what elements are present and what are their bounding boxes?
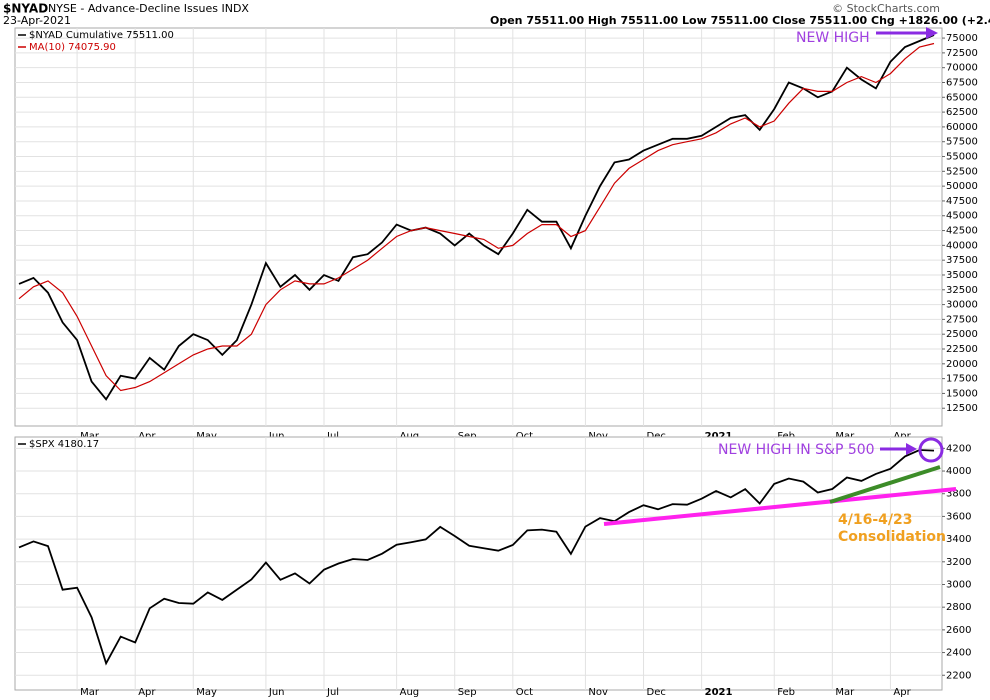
y-tick-label: 2200 [946,670,971,681]
y-tick-label: 47500 [946,196,978,207]
x-tick-label: Apr [138,687,156,698]
legend-label: MA(10) 74075.90 [29,42,116,53]
y-tick-label: 72500 [946,48,978,59]
y-tick-label: 75000 [946,33,978,44]
plot-area [14,436,943,691]
annotation: 4/16-4/23 [838,512,912,528]
arrow-head [926,27,938,39]
annotations: NEW HIGH NEW HIGH IN S&P 500 4/16-4/23 C… [603,27,957,545]
x-tick-label: Sep [458,687,477,698]
annotation: NEW HIGH [796,30,870,46]
x-tick-label: Jul [326,687,339,698]
x-tick-label: Oct [516,687,533,698]
y-tick-label: 27500 [946,314,978,325]
y-tick-label: 20000 [946,359,978,370]
x-tick-label: 2021 [705,687,733,698]
y-tick-label: 2400 [946,648,971,659]
x-tick-label: Mar [80,687,100,698]
y-tick-label: 67500 [946,77,978,88]
subtitle: NYSE - Advance-Decline Issues INDX [48,2,249,15]
y-tick-label: 45000 [946,211,978,222]
y-tick-label: 2600 [946,625,971,636]
y-tick-label: 15000 [946,388,978,399]
y-tick-label: 60000 [946,122,978,133]
y-tick-label: 35000 [946,270,978,281]
legend-label: $NYAD Cumulative 75511.00 [29,30,174,41]
x-tick-label: Aug [400,687,420,698]
x-tick-label: Mar [835,687,855,698]
y-tick-label: 37500 [946,255,978,266]
annotation: Consolidation [838,529,946,545]
x-tick-label: May [196,687,217,698]
y-tick-label: 70000 [946,63,978,74]
legend-label: $SPX 4180.17 [29,439,99,450]
y-tick-label: 3200 [946,557,971,568]
y-tick-label: 3800 [946,489,971,500]
y-tick-label: 22500 [946,344,978,355]
y-tick-label: 25000 [946,329,978,340]
y-tick-label: 32500 [946,285,978,296]
quote: Open 75511.00 High 75511.00 Low 75511.00… [490,14,990,27]
y-tick-label: 62500 [946,107,978,118]
y-tick-label: 42500 [946,226,978,237]
y-tick-label: 17500 [946,374,978,385]
y-tick-label: 52500 [946,166,978,177]
plots: 12500 15000 17500 20000 22500 25000 27500 30000… [14,27,978,698]
trend-line [829,465,941,504]
x-tick-label: Feb [777,687,795,698]
annotation: NEW HIGH IN S&P 500 [718,442,875,458]
y-tick-label: 3000 [946,579,971,590]
y-tick-label: 3600 [946,511,971,522]
highlight-circle [918,437,944,463]
symbol: $NYAD [3,2,48,16]
y-tick-label: 65000 [946,92,978,103]
y-tick-label: 50000 [946,181,978,192]
source: © StockCharts.com [832,2,940,15]
y-tick-label: 4200 [946,443,971,454]
x-tick-label: Dec [647,687,666,698]
y-tick-label: 40000 [946,240,978,251]
y-tick-label: 2800 [946,602,971,613]
arrow-head [906,443,917,455]
date: 23-Apr-2021 [3,14,71,27]
y-tick-label: 57500 [946,137,978,148]
y-tick-label: 55000 [946,152,978,163]
y-tick-label: 30000 [946,300,978,311]
trend-line [603,487,957,526]
series-line [18,449,935,666]
y-tick-label: 3400 [946,534,971,545]
x-tick-label: Nov [588,687,608,698]
y-tick-label: 12500 [946,403,978,414]
y-tick-label: 4000 [946,466,971,477]
x-tick-label: Apr [893,687,911,698]
series-line [18,34,935,401]
x-tick-label: Jun [268,687,285,698]
series-line [18,42,935,392]
